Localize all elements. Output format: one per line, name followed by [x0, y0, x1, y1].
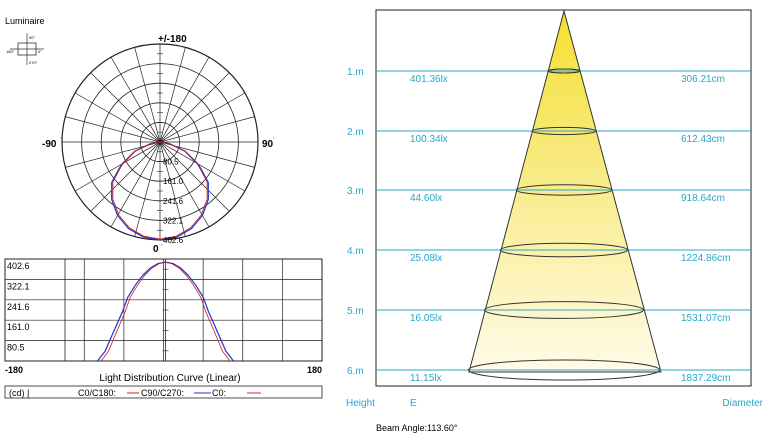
polar-left-label: -90	[42, 139, 57, 150]
polar-ring-labels: 80.5 161.0 241.6 322.1 402.6	[163, 158, 184, 245]
row-diameter: 612.43cm	[681, 134, 725, 145]
legend-c90-label: C90/C270:	[141, 388, 184, 398]
row-illuminance: 25.08lx	[410, 253, 442, 264]
legend-c0-label: C0/C180:	[78, 388, 116, 398]
legend-c0b-label: C0:	[212, 388, 226, 398]
row-diameter: 1224.86cm	[681, 253, 730, 264]
icon-label-bottom: 270°	[29, 60, 38, 65]
row-height: 6.m	[347, 366, 364, 377]
legend-box	[4, 385, 323, 399]
polar-curve-c0	[112, 141, 208, 240]
cone-rows: 1.m 401.36lx 306.21cm 2.m 100.34lx 612.43cm 3.…	[347, 67, 751, 384]
column-diameter-label: Diameter	[722, 398, 763, 409]
linear-x-max: 180	[307, 365, 322, 375]
beam-angle-label: Beam Angle:113.60°	[376, 423, 458, 433]
beam-cone	[468, 9, 662, 373]
linear-curve-c0	[100, 261, 231, 362]
row-diameter: 918.64cm	[681, 193, 725, 204]
legend-unit: (cd) |	[9, 388, 29, 398]
row-diameter: 1837.29cm	[681, 373, 730, 384]
polar-degree-mark-left: °	[60, 136, 62, 141]
column-e-label: E	[410, 398, 417, 409]
row-height: 5.m	[347, 306, 364, 317]
polar-ring-label: 161.0	[163, 177, 184, 186]
polar-ring-label: 402.6	[163, 236, 184, 245]
illuminance-cone-diagram: 1.m 401.36lx 306.21cm 2.m 100.34lx 612.43cm 3.…	[346, 9, 764, 433]
linear-grid	[5, 259, 322, 361]
polar-degree-mark-bottom: °	[161, 243, 163, 248]
linear-y-label: 241.6	[7, 302, 30, 312]
icon-label-top: 90°	[29, 35, 35, 40]
column-height-label: Height	[346, 398, 375, 409]
row-diameter: 1531.07cm	[681, 313, 730, 324]
row-height: 1.m	[347, 67, 364, 78]
linear-y-label: 161.0	[7, 322, 30, 332]
cone-ellipse	[468, 359, 660, 381]
polar-ring-label: 322.1	[163, 216, 184, 225]
row-illuminance: 100.34lx	[410, 134, 448, 145]
icon-label-right: 0°	[38, 49, 42, 54]
row-diameter: 306.21cm	[681, 74, 725, 85]
row-height: 2.m	[347, 127, 364, 138]
linear-y-labels: 402.6 322.1 241.6 161.0 80.5	[7, 261, 30, 353]
polar-curve-c90	[111, 141, 209, 241]
polar-ring-label: 80.5	[163, 158, 179, 167]
row-illuminance: 401.36lx	[410, 74, 448, 85]
row-illuminance: 11.15lx	[410, 373, 442, 384]
cone-ellipse	[515, 184, 613, 196]
row-height: 3.m	[347, 186, 364, 197]
cone-ellipse	[483, 301, 645, 319]
polar-top-label: +/-180	[158, 34, 187, 45]
cone-ellipse	[531, 126, 597, 136]
linear-curves	[97, 261, 234, 362]
row-illuminance: 16.05lx	[410, 313, 442, 324]
linear-y-label: 402.6	[7, 261, 30, 271]
luminaire-label: Luminaire	[5, 16, 45, 26]
linear-y-label: 80.5	[7, 343, 25, 353]
polar-ring-label: 241.6	[163, 197, 184, 206]
linear-x-min: -180	[5, 365, 23, 375]
cone-ellipse	[499, 242, 629, 258]
luminaire-icon: 90° 180° 0° 270°	[6, 33, 44, 65]
polar-right-label: 90	[262, 139, 274, 150]
linear-curve-chart: 402.6 322.1 241.6 161.0 80.5 -180 180 Light …	[4, 258, 323, 399]
linear-y-label: 322.1	[7, 281, 30, 291]
polar-degree-mark-right: °	[273, 136, 275, 141]
row-illuminance: 44.60lx	[410, 193, 442, 204]
linear-title: Light Distribution Curve (Linear)	[99, 373, 240, 384]
polar-diagram: 80.5 161.0 241.6 322.1 402.6 +/-180 -90 90 0…	[42, 34, 275, 255]
polar-bottom-label: 0	[153, 244, 159, 255]
row-height: 4.m	[347, 246, 364, 257]
icon-label-left: 180°	[6, 49, 15, 54]
polar-curves	[111, 141, 209, 241]
cone-ellipse	[547, 68, 581, 74]
